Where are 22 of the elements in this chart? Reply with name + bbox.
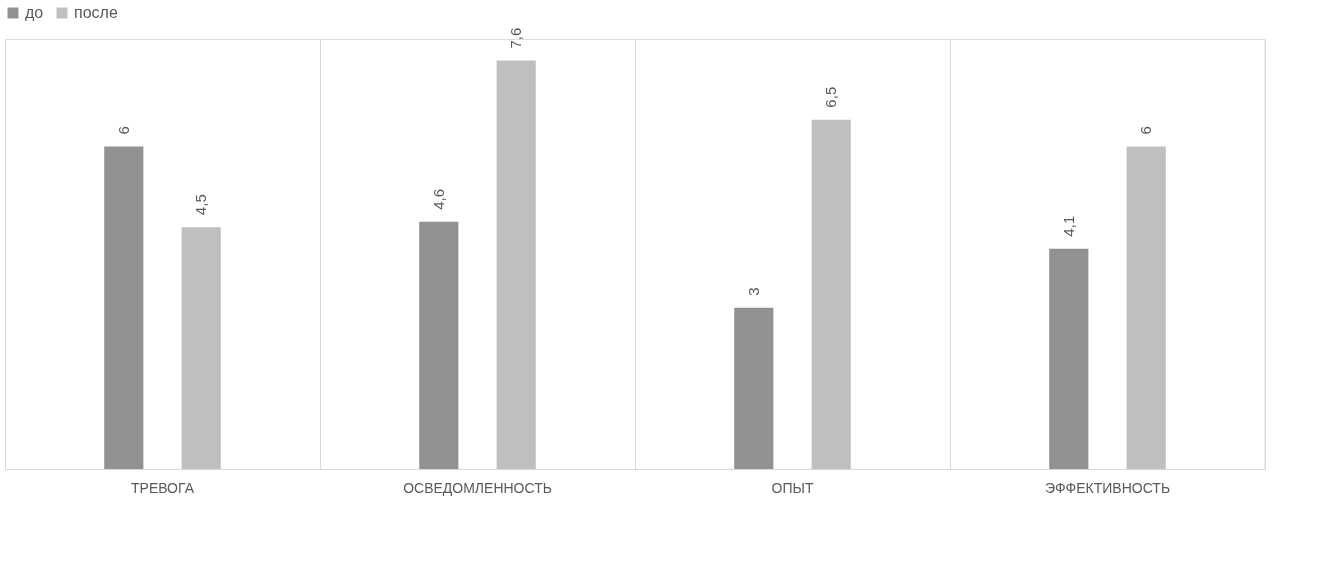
data-label: 4,6 [429,188,447,210]
x-tick-label: ОПЫТ [771,479,814,496]
bar [811,119,851,469]
data-label: 4,5 [192,194,210,216]
x-tick-label: ТРЕВОГА [131,479,195,496]
data-label: 3 [744,287,762,296]
data-label: 4,1 [1059,215,1077,237]
x-tick-label: ОСВЕДОМЛЕННОСТЬ [403,479,552,496]
data-label: 6 [114,126,132,135]
bar [496,60,536,469]
bar [1126,146,1166,469]
legend-label: после [74,4,118,21]
bar [734,307,774,469]
bar [181,227,221,469]
bar [1049,248,1089,469]
data-label: 7,6 [507,27,525,49]
bar [104,146,144,469]
data-label: 6,5 [822,86,840,108]
data-label: 6 [1137,126,1155,135]
x-tick-label: ЭФФЕКТИВНОСТЬ [1044,479,1171,496]
bar [419,221,459,469]
legend-label: до [25,4,44,21]
